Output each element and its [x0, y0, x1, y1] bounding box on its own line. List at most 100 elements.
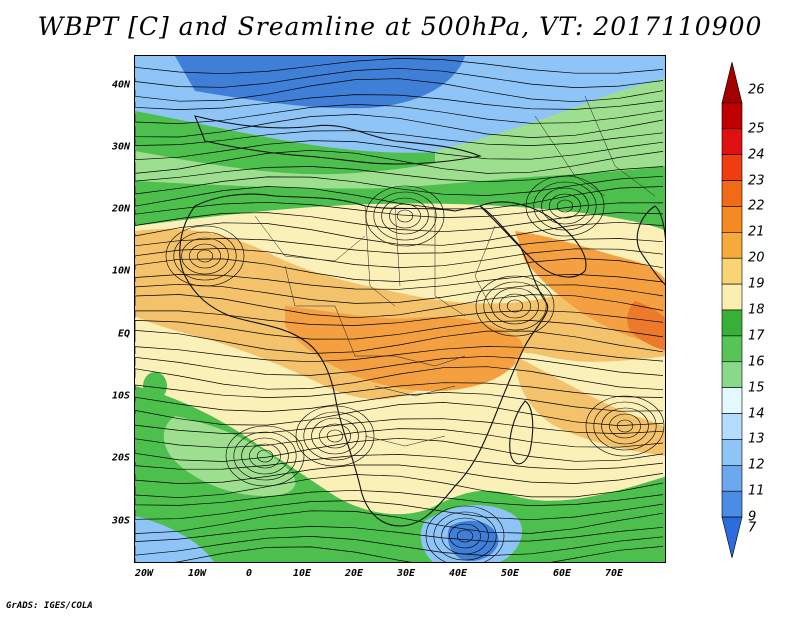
streamline: [135, 500, 664, 521]
colorbar-swatch: [721, 206, 743, 233]
streamline: [135, 320, 664, 340]
streamline: [135, 238, 664, 254]
lon-label: 20W: [134, 568, 154, 579]
colorbar-level-label: 20: [748, 250, 765, 266]
streamline-vortex: [475, 275, 555, 337]
streamline: [135, 366, 664, 391]
map-title: WBPT [C] and Sreamline at 500hPa, VT: 20…: [37, 12, 763, 41]
streamline: [135, 402, 664, 426]
streamline: [135, 510, 664, 534]
streamline: [135, 309, 664, 326]
coastline-africa: [179, 193, 549, 527]
colorbar-swatch: [721, 439, 743, 466]
lon-label: 30E: [396, 568, 416, 579]
colorbar-swatch: [721, 335, 743, 363]
streamline-vortex: [196, 249, 214, 263]
streamline-vortex: [585, 395, 665, 457]
streamline-vortex: [295, 405, 375, 467]
streamline-vortex: [456, 529, 474, 543]
streamline: [135, 546, 664, 562]
field-region: [135, 516, 214, 562]
colorbar-swatch: [721, 387, 743, 414]
streamline-vortex: [396, 209, 414, 223]
streamline: [135, 294, 664, 319]
field-region: [135, 96, 665, 189]
streamline: [135, 437, 664, 462]
streamline: [135, 140, 664, 161]
streamline-vortex: [541, 187, 589, 225]
streamline: [135, 221, 664, 246]
lat-label: 10N: [111, 265, 130, 277]
border-line: [284, 265, 335, 307]
colorbar-level-label: 21: [748, 224, 765, 240]
streamline: [135, 536, 664, 556]
grads-credit: GrADS: IGES/COLA: [6, 601, 93, 611]
border-line: [364, 205, 396, 307]
field-region: [143, 372, 167, 400]
streamline-vortex: [549, 193, 581, 219]
colorbar-swatch: [721, 257, 743, 285]
streamline-vortex: [233, 431, 297, 481]
streamline-vortex: [326, 429, 344, 443]
streamline-vortex: [165, 225, 245, 287]
streamline-vortex: [249, 443, 281, 469]
streamline-vortex: [311, 417, 359, 455]
coastlines: [179, 115, 665, 527]
streamline-vortex: [449, 523, 481, 549]
streamline-vortex: [593, 401, 657, 451]
colorbar-level-label: 14: [748, 406, 765, 422]
border-line: [584, 95, 656, 197]
streamline-vortex: [609, 413, 641, 439]
streamline-vortex: [483, 281, 547, 331]
coastline-india: [636, 205, 665, 286]
wbpt-shaded-field: [135, 56, 665, 562]
streamline-vortex: [616, 419, 634, 433]
wbpt-field-map: [135, 56, 665, 562]
streamline: [135, 104, 664, 124]
lat-label: 10S: [111, 390, 130, 402]
streamline: [135, 330, 664, 354]
streamline: [135, 346, 664, 363]
streamline: [135, 201, 664, 218]
colorbar-swatch: [721, 102, 743, 130]
colorbar-level-label: 12: [748, 457, 765, 473]
colorbar-level-label: 26: [748, 82, 765, 98]
lon-label: 40E: [448, 568, 468, 579]
streamline: [135, 67, 664, 88]
streamline-vortex: [365, 185, 445, 247]
streamline: [135, 186, 664, 210]
colorbar-level-label: 25: [748, 121, 765, 137]
colorbar-swatch: [721, 128, 743, 155]
streamline: [135, 78, 664, 103]
field-region: [285, 306, 523, 392]
lon-label: 60E: [552, 568, 572, 579]
border-line: [474, 225, 496, 317]
colorbar-level-label: 24: [748, 147, 765, 163]
streamline: [135, 418, 664, 434]
streamlines: [135, 58, 665, 562]
border-line: [434, 211, 466, 317]
colorbar-swatch: [721, 232, 743, 259]
colorbar-level-label: 7: [748, 520, 757, 536]
streamline: [135, 526, 664, 542]
streamline: [135, 428, 664, 449]
colorbar: [721, 62, 743, 558]
border-line: [364, 435, 446, 447]
streamline: [135, 474, 664, 499]
streamline-vortex: [225, 425, 305, 487]
lon-label: 20E: [344, 568, 364, 579]
lat-label: 30S: [111, 515, 130, 527]
colorbar-level-label: 15: [748, 380, 765, 396]
streamline: [135, 274, 664, 290]
streamline-vortex: [491, 287, 539, 325]
colorbar-swatch: [721, 154, 743, 181]
colorbar-swatch: [721, 465, 743, 492]
colorbar-level-label: 9: [748, 509, 757, 525]
lon-label: 50E: [500, 568, 520, 579]
coastline-arabia: [479, 201, 587, 278]
border-line: [534, 115, 606, 197]
field-region: [627, 301, 665, 351]
lon-label: 10E: [292, 568, 312, 579]
lat-label: 30N: [111, 141, 130, 153]
streamline-vortex: [499, 293, 531, 319]
